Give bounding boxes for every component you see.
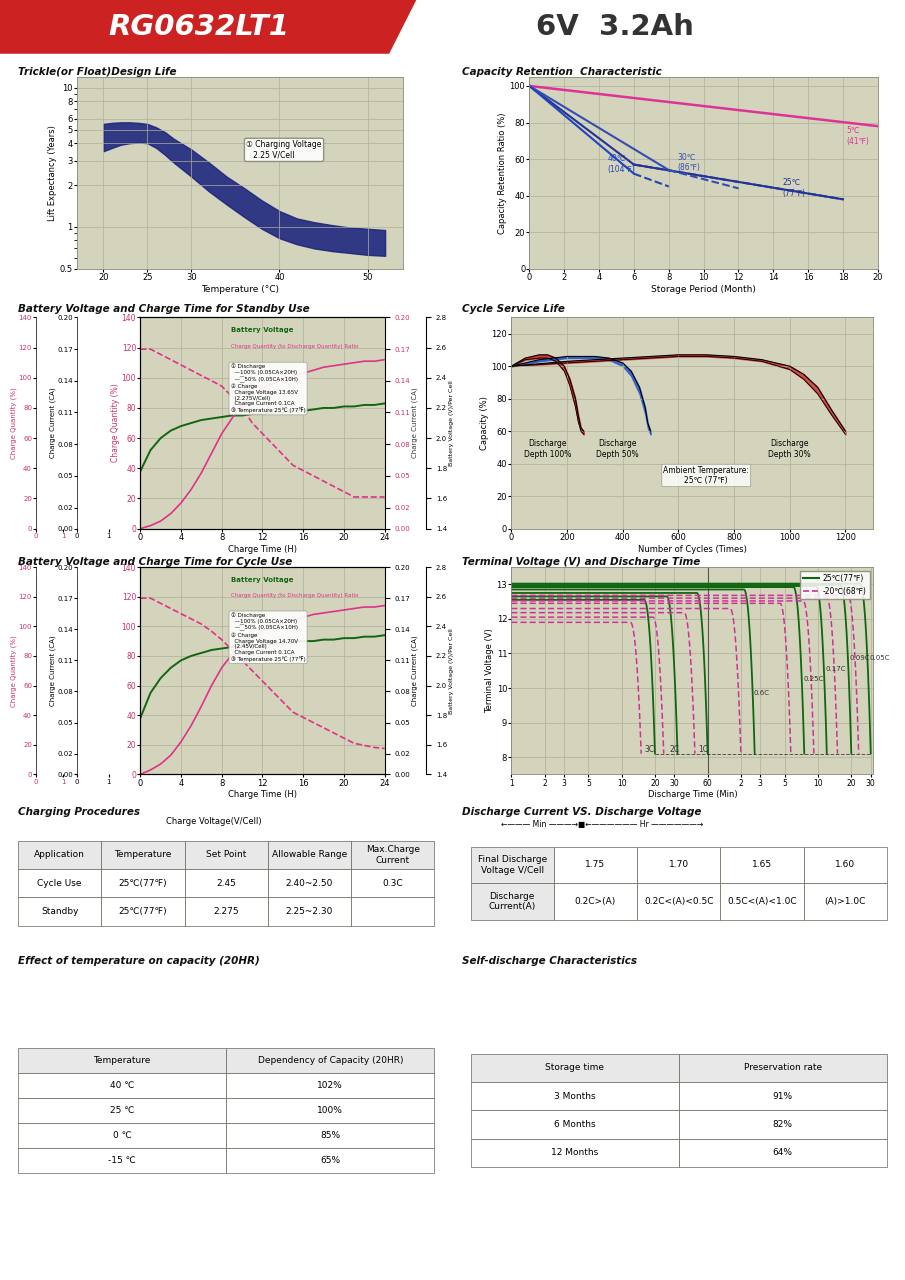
Text: 0.25C: 0.25C <box>803 676 824 682</box>
X-axis label: Charge Time (H): Charge Time (H) <box>228 544 297 553</box>
Text: Discharge
Depth 100%: Discharge Depth 100% <box>524 439 571 458</box>
Text: Self-discharge Characteristics: Self-discharge Characteristics <box>462 956 636 966</box>
X-axis label: Temperature (°C): Temperature (°C) <box>201 284 279 293</box>
Text: 0.05C: 0.05C <box>870 655 890 662</box>
Text: 0.17C: 0.17C <box>825 666 846 672</box>
Y-axis label: Charge Quantity (%): Charge Quantity (%) <box>11 635 17 707</box>
Y-axis label: Capacity (%): Capacity (%) <box>480 396 489 451</box>
Text: 3C: 3C <box>645 745 655 754</box>
Y-axis label: Charge Current (CA): Charge Current (CA) <box>49 388 55 458</box>
Text: Battery Voltage and Charge Time for Cycle Use: Battery Voltage and Charge Time for Cycl… <box>18 557 292 567</box>
Text: ① Charging Voltage
   2.25 V/Cell: ① Charging Voltage 2.25 V/Cell <box>246 141 321 160</box>
Text: 0.6C: 0.6C <box>753 690 769 696</box>
X-axis label: Storage Period (Month): Storage Period (Month) <box>652 284 756 293</box>
Text: 0.09C: 0.09C <box>849 655 870 662</box>
X-axis label: Discharge Time (Min): Discharge Time (Min) <box>647 790 738 799</box>
Text: 6V  3.2Ah: 6V 3.2Ah <box>537 13 694 41</box>
Y-axis label: Charge Current (CA): Charge Current (CA) <box>49 635 55 707</box>
Y-axis label: Terminal Voltage (V): Terminal Voltage (V) <box>485 628 494 713</box>
Text: Terminal Voltage (V) and Discharge Time: Terminal Voltage (V) and Discharge Time <box>462 557 700 567</box>
Text: Battery Voltage: Battery Voltage <box>231 328 293 333</box>
Text: ←——— Min ———→■←—————— Hr ——————→: ←——— Min ———→■←—————— Hr ——————→ <box>500 820 703 829</box>
Text: Battery Voltage and Charge Time for Standby Use: Battery Voltage and Charge Time for Stan… <box>18 303 310 314</box>
Text: 40℃
(104℉): 40℃ (104℉) <box>608 155 635 174</box>
Text: Cycle Service Life: Cycle Service Life <box>462 303 565 314</box>
Text: 1C: 1C <box>699 745 709 754</box>
Text: ① Discharge
  —100% (0.05CA×20H)
  —⁐50% (0.05CA×10H)
② Charge
  Charge Voltage : ① Discharge —100% (0.05CA×20H) —⁐50% (0.… <box>231 364 305 413</box>
Y-axis label: Capacity Retention Ratio (%): Capacity Retention Ratio (%) <box>498 113 507 233</box>
Text: Discharge
Depth 50%: Discharge Depth 50% <box>595 439 638 458</box>
Y-axis label: Charge Quantity (%): Charge Quantity (%) <box>111 384 120 462</box>
Text: Capacity Retention  Characteristic: Capacity Retention Characteristic <box>462 67 662 77</box>
Text: 5℃
(41℉): 5℃ (41℉) <box>846 127 870 146</box>
Text: Trickle(or Float)Design Life: Trickle(or Float)Design Life <box>18 67 176 77</box>
Y-axis label: Lift Expectancy (Years): Lift Expectancy (Years) <box>48 125 57 220</box>
X-axis label: Charge Time (H): Charge Time (H) <box>228 790 297 799</box>
Y-axis label: Charge Current (CA): Charge Current (CA) <box>412 388 418 458</box>
Y-axis label: Battery Voltage (V)/Per Cell: Battery Voltage (V)/Per Cell <box>449 628 453 713</box>
Text: Charge Voltage(V/Cell): Charge Voltage(V/Cell) <box>166 817 262 826</box>
Text: RG0632LT1: RG0632LT1 <box>109 13 290 41</box>
Legend: 25℃(77℉), -20℃(68℉): 25℃(77℉), -20℃(68℉) <box>800 571 870 599</box>
Y-axis label: Charge Current (CA): Charge Current (CA) <box>412 635 418 707</box>
Text: Charge Quantity (to Discharge Quantity) Ratio: Charge Quantity (to Discharge Quantity) … <box>231 593 358 598</box>
Text: ① Discharge
  —100% (0.05CA×20H)
  —⁐50% (0.05CA×10H)
② Charge
  Charge Voltage : ① Discharge —100% (0.05CA×20H) —⁐50% (0.… <box>231 613 305 662</box>
Y-axis label: Battery Voltage (V)/Per Cell: Battery Voltage (V)/Per Cell <box>449 380 453 466</box>
Text: Battery Voltage: Battery Voltage <box>231 576 293 582</box>
Polygon shape <box>0 0 416 54</box>
X-axis label: Number of Cycles (Times): Number of Cycles (Times) <box>638 544 747 553</box>
Text: 2C: 2C <box>670 745 680 754</box>
Text: Charge Quantity (to Discharge Quantity) Ratio: Charge Quantity (to Discharge Quantity) … <box>231 344 358 349</box>
Text: Charging Procedures: Charging Procedures <box>18 806 140 817</box>
Text: 25℃
(77℉): 25℃ (77℉) <box>782 178 805 197</box>
Text: Discharge
Depth 30%: Discharge Depth 30% <box>768 439 811 458</box>
Text: Discharge Current VS. Discharge Voltage: Discharge Current VS. Discharge Voltage <box>462 806 701 817</box>
Y-axis label: Charge Quantity (%): Charge Quantity (%) <box>11 387 17 460</box>
Text: Effect of temperature on capacity (20HR): Effect of temperature on capacity (20HR) <box>18 956 260 966</box>
Text: Ambient Temperature:
25℃ (77℉): Ambient Temperature: 25℃ (77℉) <box>663 466 749 485</box>
Text: 30℃
(86℉): 30℃ (86℉) <box>678 152 700 172</box>
